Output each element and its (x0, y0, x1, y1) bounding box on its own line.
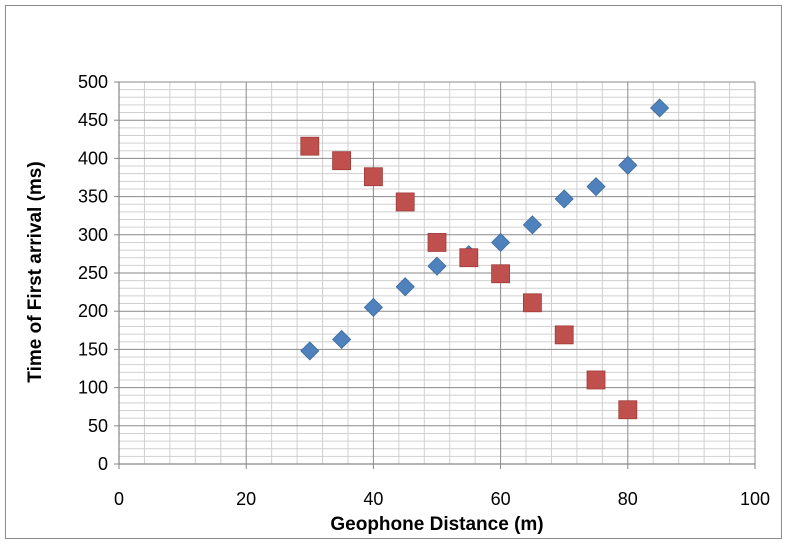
x-tick-label: 100 (740, 489, 770, 509)
data-point-diamond (395, 277, 415, 297)
y-tick-label: 0 (98, 454, 108, 474)
y-tick-label: 200 (78, 301, 108, 321)
y-axis-title: Time of First arrival (ms) (25, 161, 46, 382)
y-tick-label: 400 (78, 148, 108, 168)
data-point-square (459, 248, 479, 268)
y-tick-label: 450 (78, 110, 108, 130)
data-point-diamond (332, 329, 352, 350)
data-point-square (395, 192, 415, 212)
x-tick-label: 60 (491, 489, 511, 509)
data-point-square (586, 370, 606, 390)
data-point-square (554, 325, 574, 345)
y-tick-label: 100 (78, 378, 108, 398)
data-point-diamond (554, 189, 574, 209)
x-tick-label: 20 (236, 489, 256, 509)
x-tick-label: 40 (363, 489, 383, 509)
data-point-diamond (618, 155, 638, 175)
data-point-square (523, 293, 542, 313)
data-point-diamond (522, 215, 542, 235)
data-point-square (427, 233, 447, 252)
data-point-square (363, 167, 383, 187)
data-point-square (300, 136, 320, 156)
y-tick-label: 300 (78, 225, 108, 245)
y-tick-label: 350 (78, 187, 108, 207)
data-point-square (618, 400, 638, 420)
y-tick-labels: 0 50 100 150 200 250 300 350 400 450 500 (78, 72, 108, 474)
chart-frame (5, 5, 782, 539)
x-tick-labels: 0 20 40 60 80 100 (114, 489, 770, 509)
x-axis-title: Geophone Distance (m) (330, 514, 543, 535)
data-point-diamond (586, 177, 606, 197)
data-point-square (491, 264, 511, 284)
x-tick-label: 80 (618, 489, 638, 509)
data-point-diamond (363, 297, 383, 317)
data-point-diamond (427, 256, 447, 276)
data-point-diamond (650, 98, 670, 118)
y-tick-label: 500 (78, 72, 108, 92)
y-tick-label: 150 (78, 339, 108, 359)
y-tick-label: 50 (88, 416, 108, 436)
data-point-diamond (491, 232, 511, 253)
y-tick-label: 250 (78, 263, 108, 283)
x-tick-label: 0 (114, 489, 124, 509)
axes (114, 81, 756, 469)
data-point-square (332, 151, 352, 171)
data-points (300, 98, 670, 420)
data-point-diamond (300, 341, 320, 361)
